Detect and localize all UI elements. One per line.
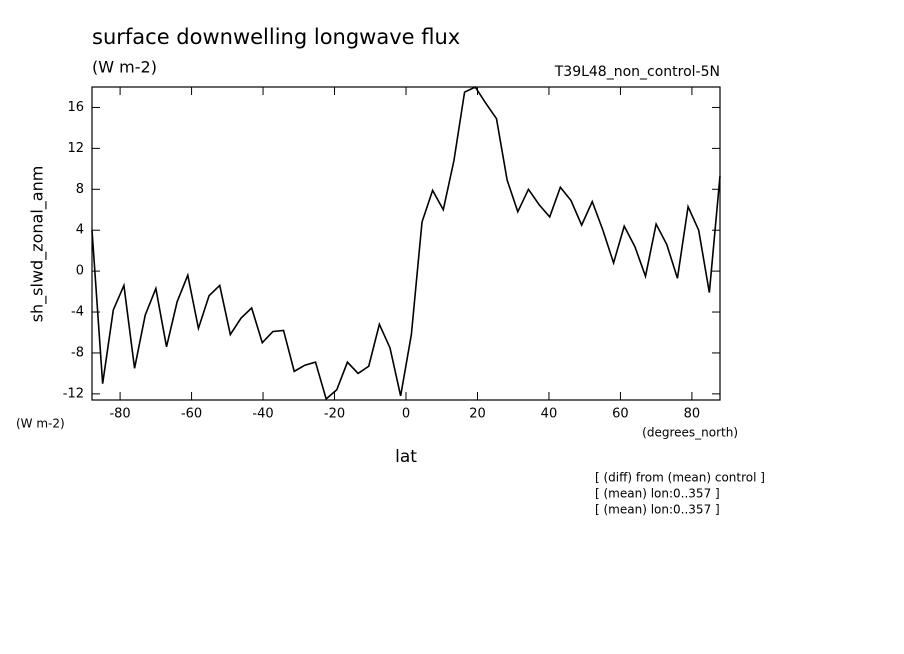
y-tick-label: 0 [76,264,84,279]
data-line [91,85,721,401]
plot-frame [91,86,721,401]
y-axis-label: sh_slwd_zonal_anm [28,166,48,323]
x-tick-label: 40 [541,407,558,422]
x-tick-label: -60 [181,407,202,422]
y-tick-label: 16 [67,100,84,115]
x-tick-label: 80 [684,407,701,422]
x-tick-label: -40 [252,407,273,422]
note: [ (diff) from (mean) control ] [595,471,765,485]
note: [ (mean) lon:0..357 ] [595,487,720,501]
y-tick-label: 8 [76,182,84,197]
units: (W m-2) [92,58,157,77]
note: [ (mean) lon:0..357 ] [595,503,720,517]
y-tick-label: -12 [63,386,84,401]
x-tick-label: 0 [402,407,410,422]
y-tick-label: 12 [67,141,84,156]
y-tick-label: -4 [71,305,84,320]
chart-title: surface downwelling longwave flux [92,25,460,49]
y-tick-label: 4 [76,223,84,238]
subtitle: T39L48_non_control-5N [554,64,720,80]
x-tick-label: -20 [324,407,345,422]
x-tick-label: 20 [469,407,486,422]
x-axis-label: lat [395,447,417,467]
x-tick-label: -80 [109,407,130,422]
x-units: (degrees_north) [642,426,738,440]
y-units: (W m-2) [16,417,65,431]
x-tick-label: 60 [612,407,629,422]
y-tick-label: -8 [71,345,84,360]
